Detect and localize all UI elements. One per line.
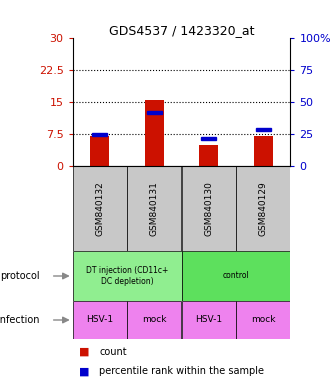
Text: protocol: protocol [0,271,40,281]
Bar [73,301,127,339]
Text: mock: mock [251,316,276,324]
Bar [73,251,182,301]
Text: ■: ■ [79,366,90,376]
Bar [201,137,216,140]
Bar [73,166,127,251]
Bar [182,251,290,301]
Bar [145,100,164,166]
Bar [182,166,236,251]
Bar [255,128,271,131]
Bar [236,301,290,339]
Bar [147,111,162,114]
Bar [254,136,273,166]
Text: GSM840129: GSM840129 [259,181,268,236]
Text: count: count [99,347,127,357]
Bar [182,301,236,339]
Text: mock: mock [142,316,167,324]
Text: GSM840132: GSM840132 [95,181,104,236]
Bar [127,166,181,251]
Bar [236,166,290,251]
Title: GDS4537 / 1423320_at: GDS4537 / 1423320_at [109,24,254,37]
Bar [127,301,181,339]
Text: ■: ■ [79,347,90,357]
Text: infection: infection [0,315,40,325]
Text: GSM840131: GSM840131 [150,181,159,236]
Text: percentile rank within the sample: percentile rank within the sample [99,366,264,376]
Text: HSV-1: HSV-1 [86,316,114,324]
Bar [92,132,108,136]
Bar [199,145,218,166]
Text: HSV-1: HSV-1 [195,316,222,324]
Text: GSM840130: GSM840130 [204,181,213,236]
Text: DT injection (CD11c+
DC depletion): DT injection (CD11c+ DC depletion) [86,266,168,286]
Text: control: control [222,271,249,280]
Bar [90,136,109,166]
